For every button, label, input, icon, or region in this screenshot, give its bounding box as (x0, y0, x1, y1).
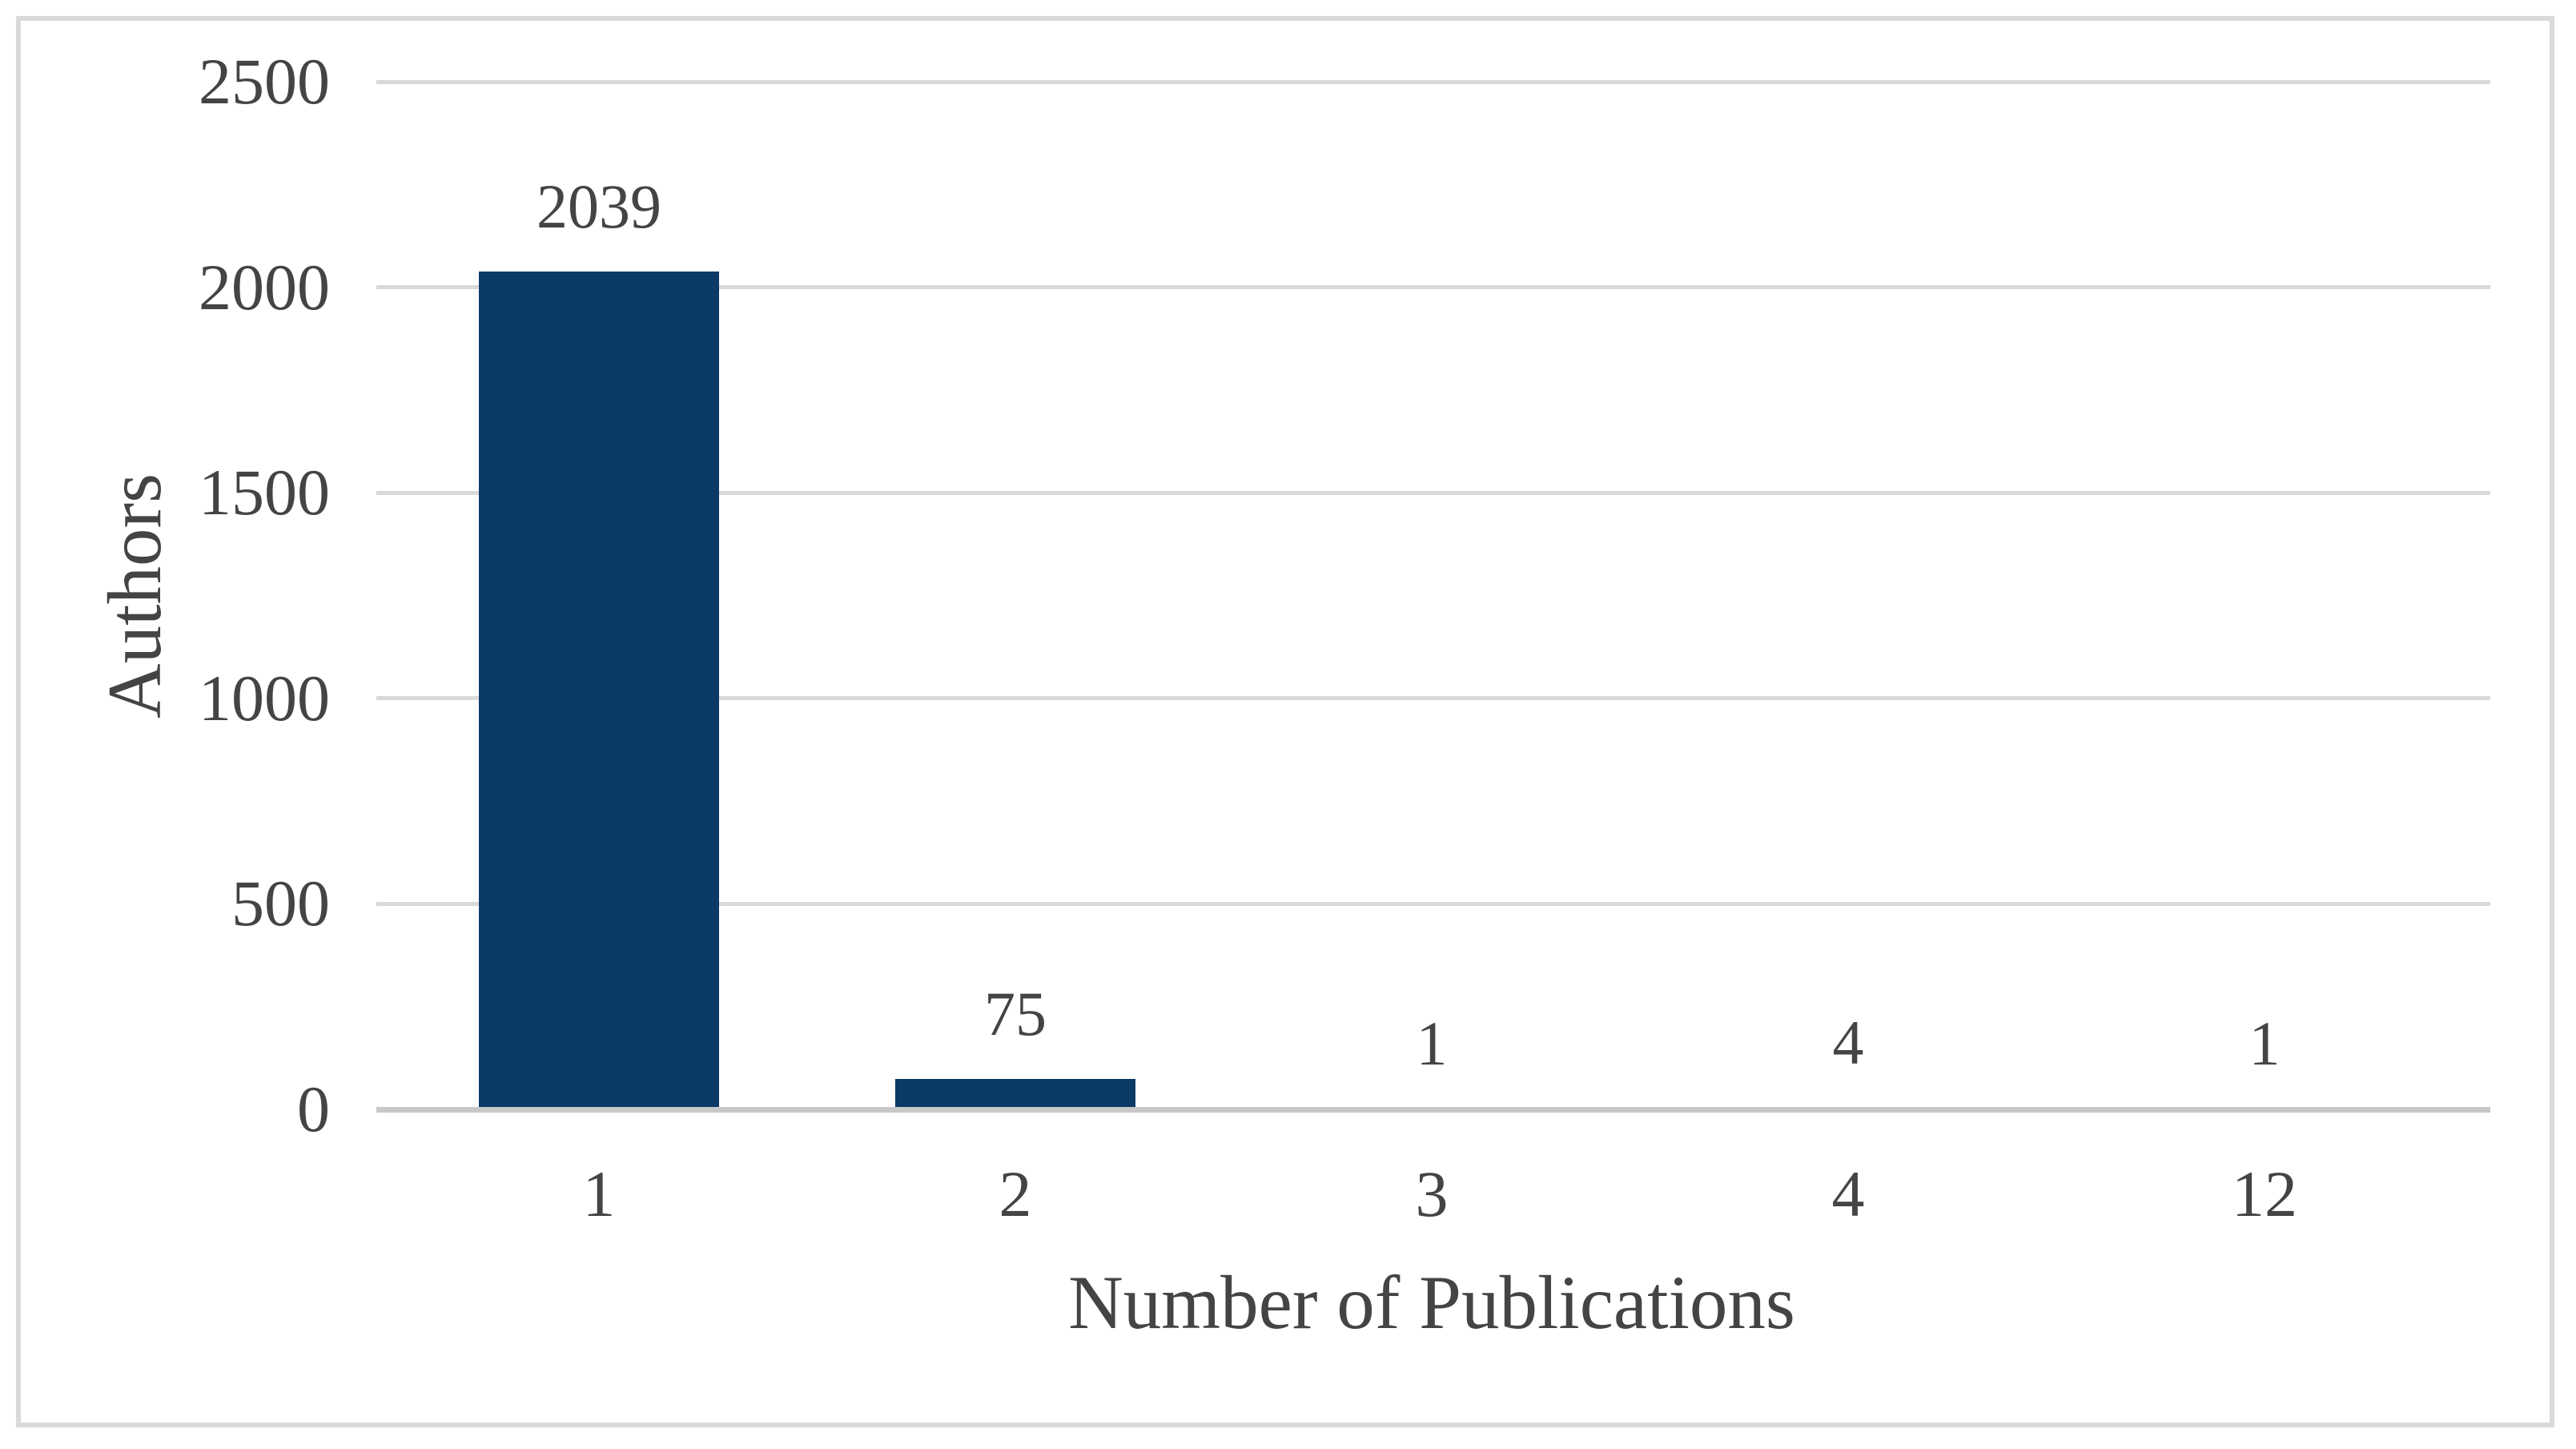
x-tick-label: 3 (1415, 1157, 1449, 1230)
bar-value-label: 4 (1832, 1007, 1864, 1077)
x-tick-label: 12 (2232, 1157, 2297, 1230)
bar-value-label: 75 (984, 978, 1047, 1049)
bar (479, 271, 719, 1109)
y-gridline (376, 285, 2490, 290)
x-tick-label: 4 (1831, 1157, 1865, 1230)
y-tick-label: 500 (231, 867, 330, 940)
y-tick-label: 2500 (199, 45, 330, 118)
y-gridline (376, 696, 2490, 701)
chart-border (16, 16, 2554, 1427)
x-axis-line (376, 1107, 2490, 1113)
y-gridline (376, 901, 2490, 906)
x-tick-label: 2 (999, 1157, 1032, 1230)
bar-value-label: 1 (1416, 1008, 1448, 1079)
x-tick-label: 1 (582, 1157, 616, 1230)
y-gridline (376, 490, 2490, 495)
bar-value-label: 2039 (536, 171, 661, 241)
x-axis-title: Number of Publications (1068, 1260, 1795, 1345)
y-gridline (376, 79, 2490, 84)
y-tick-label: 2000 (199, 250, 330, 324)
y-tick-label: 1000 (199, 661, 330, 735)
y-tick-label: 1500 (199, 456, 330, 529)
y-tick-label: 0 (297, 1073, 330, 1145)
bar-value-label: 1 (2248, 1008, 2281, 1079)
bar (895, 1078, 1135, 1109)
